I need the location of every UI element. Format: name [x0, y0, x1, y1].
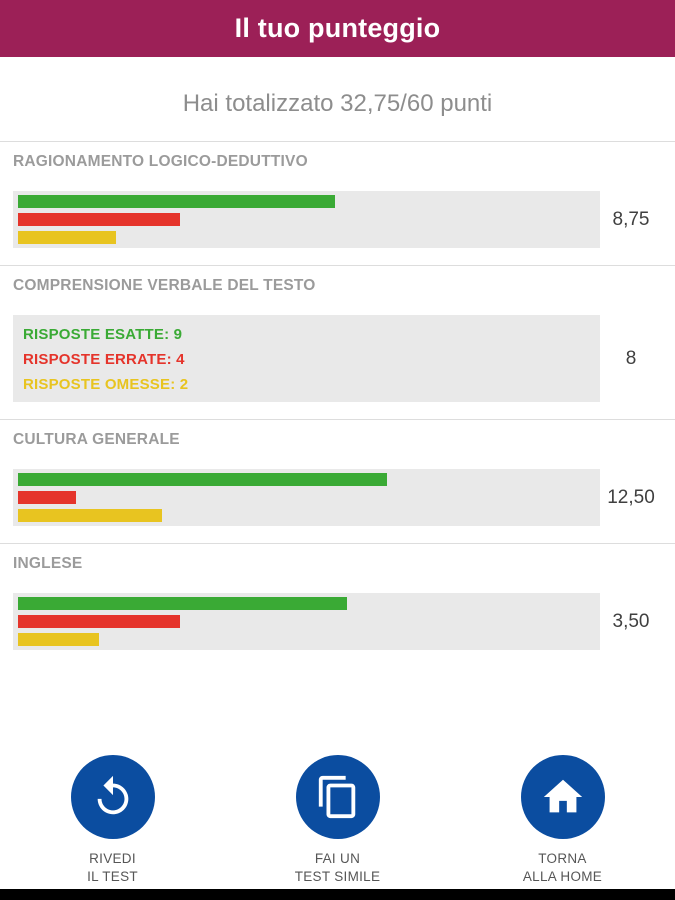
section-divider — [0, 141, 675, 142]
action-label: TORNA ALLA HOME — [523, 850, 602, 886]
section-inglese: INGLESE 3,50 — [13, 554, 662, 667]
wrong-answers-bar — [18, 491, 76, 504]
section-divider — [0, 419, 675, 420]
answers-bar-chart — [13, 191, 600, 248]
answers-text-panel: RISPOSTE ESATTE: 9 RISPOSTE ERRATE: 4 RI… — [13, 315, 600, 402]
section-score: 8,75 — [612, 208, 650, 230]
section-score: 8 — [625, 347, 637, 369]
omitted-count-text: RISPOSTE OMESSE: 2 — [23, 376, 189, 393]
action-label-line: FAI UN — [314, 851, 361, 866]
section-body: 3,50 — [13, 593, 662, 650]
action-home[interactable]: TORNA ALLA HOME — [450, 755, 675, 886]
section-divider — [0, 265, 675, 266]
section-score: 3,50 — [612, 610, 650, 632]
action-label: RIVEDI IL TEST — [87, 850, 138, 886]
section-body: RISPOSTE ESATTE: 9 RISPOSTE ERRATE: 4 RI… — [13, 315, 662, 402]
section-label: COMPRENSIONE VERBALE DEL TESTO — [13, 277, 316, 294]
section-ragionamento: RAGIONAMENTO LOGICO-DEDUTTIVO 8,75 — [13, 152, 662, 265]
section-label: INGLESE — [13, 555, 83, 572]
correct-answers-bar — [18, 195, 336, 208]
section-body: 8,75 — [13, 191, 662, 248]
section-score: 12,50 — [607, 486, 655, 508]
bottom-actions-bar: RIVEDI IL TEST FAI UN TEST SIMILE — [0, 755, 675, 886]
action-label-line: TEST SIMILE — [294, 869, 381, 884]
action-review-test[interactable]: RIVEDI IL TEST — [0, 755, 225, 886]
section-cultura: CULTURA GENERALE 12,50 — [13, 430, 662, 543]
correct-count-text: RISPOSTE ESATTE: 9 — [23, 326, 183, 343]
action-similar-test[interactable]: FAI UN TEST SIMILE — [225, 755, 450, 886]
wrong-answers-bar — [18, 213, 180, 226]
section-body: 12,50 — [13, 469, 662, 526]
correct-answers-bar — [18, 473, 388, 486]
omitted-answers-bar — [18, 509, 163, 522]
similar-test-button[interactable] — [295, 755, 380, 839]
copy-icon — [318, 775, 355, 819]
section-label: RAGIONAMENTO LOGICO-DEDUTTIVO — [13, 153, 308, 170]
action-label-line: TORNA — [538, 851, 587, 866]
section-divider — [0, 543, 675, 544]
action-label-line: ALLA HOME — [522, 869, 603, 884]
answers-bar-chart — [13, 593, 600, 650]
omitted-answers-bar — [18, 633, 99, 646]
action-label: FAI UN TEST SIMILE — [295, 850, 381, 886]
action-label-line: IL TEST — [87, 869, 138, 884]
section-comprensione: COMPRENSIONE VERBALE DEL TESTO RISPOSTE … — [13, 276, 662, 419]
home-button[interactable] — [520, 755, 605, 839]
total-score-summary: Hai totalizzato 32,75/60 punti — [182, 90, 493, 117]
correct-answers-bar — [18, 597, 347, 610]
answers-bar-chart — [13, 469, 600, 526]
page-title: Il tuo punteggio — [234, 13, 441, 43]
home-icon — [543, 779, 582, 813]
review-test-button[interactable] — [70, 755, 155, 839]
results-list: RAGIONAMENTO LOGICO-DEDUTTIVO 8,75 COMPR… — [0, 141, 675, 667]
action-label-line: RIVEDI — [89, 851, 136, 866]
section-label: CULTURA GENERALE — [13, 431, 180, 448]
wrong-count-text: RISPOSTE ERRATE: 4 — [23, 351, 185, 368]
replay-icon — [97, 775, 128, 815]
app-header: Il tuo punteggio — [0, 0, 675, 57]
system-nav-bar — [0, 889, 675, 900]
omitted-answers-bar — [18, 231, 117, 244]
wrong-answers-bar — [18, 615, 180, 628]
